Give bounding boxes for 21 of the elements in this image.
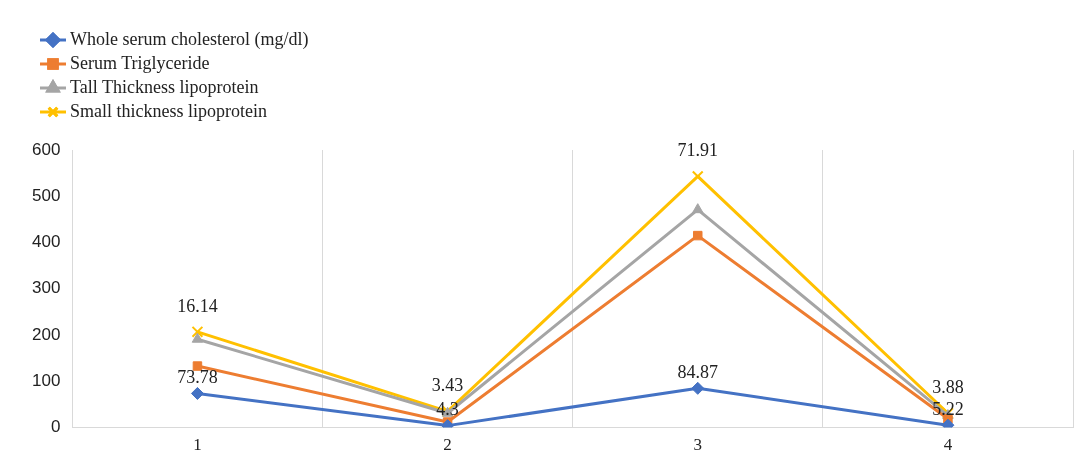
annotation: 3.88 [932, 376, 964, 397]
legend-label: Small thickness lipoprotein [70, 100, 267, 121]
x-tick-label: 2 [443, 435, 452, 455]
y-tick-label: 300 [31, 278, 61, 298]
y-tick-label: 500 [31, 185, 61, 205]
x-tick-label: 3 [693, 435, 703, 455]
y-tick-label: 100 [31, 371, 61, 391]
y-tick-label: 400 [31, 232, 61, 252]
legend-label: Tall Thickness lipoprotein [70, 76, 259, 97]
y-tick-label: 200 [31, 324, 61, 344]
x-tick-label: 4 [943, 435, 953, 455]
data-label: 73.78 [177, 367, 218, 388]
annotation: 3.43 [431, 375, 464, 396]
data-label: 84.87 [677, 362, 719, 383]
annotation: 71.91 [677, 140, 719, 161]
x-tick-label: 1 [193, 435, 202, 455]
y-tick-label: 0 [50, 417, 61, 437]
y-tick-label: 600 [31, 139, 61, 159]
annotation: 16.14 [177, 295, 218, 316]
legend-label: Whole serum cholesterol (mg/dl) [70, 28, 309, 50]
legend-label: Serum Triglyceride [70, 52, 210, 73]
